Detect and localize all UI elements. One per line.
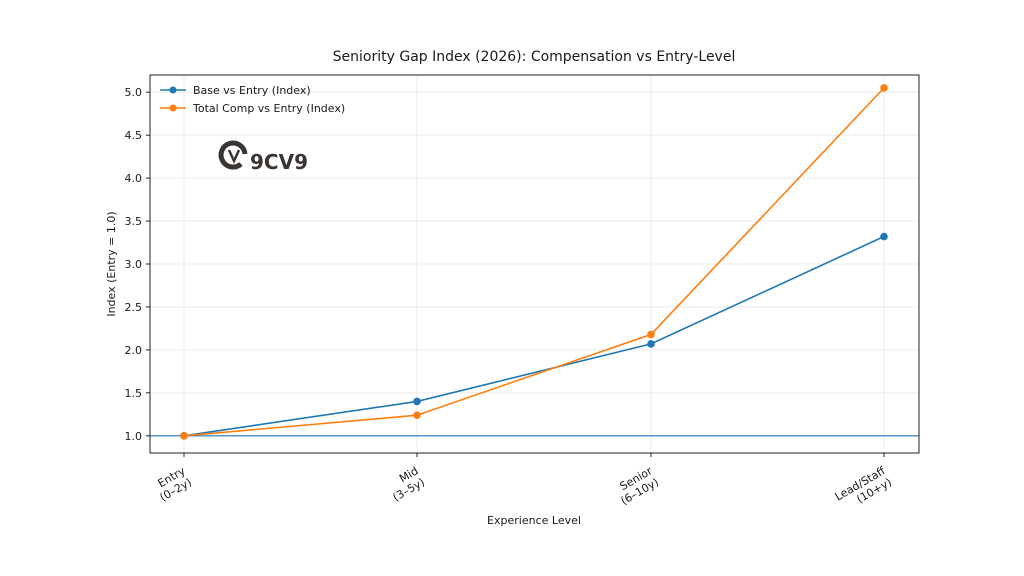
y-tick-label: 2.5 bbox=[125, 301, 143, 314]
logo-mark-icon bbox=[218, 140, 248, 170]
y-tick-label: 3.0 bbox=[125, 258, 143, 271]
x-axis: Entry(0–2y) Mid(3–5y) Senior(6–10y) Lead/St… bbox=[151, 453, 895, 515]
legend-marker-total bbox=[169, 104, 177, 112]
9cv9-logo: 9CV9 bbox=[218, 140, 308, 174]
x-tick-label: Senior(6–10y) bbox=[612, 464, 661, 508]
y-axis: 1.0 1.5 2.0 2.5 3.0 3.5 4.0 4.5 5.0 bbox=[125, 86, 150, 443]
logo-check-icon bbox=[227, 149, 241, 165]
data-point bbox=[413, 411, 421, 420]
y-tick-label: 2.0 bbox=[125, 344, 143, 357]
logo-text: 9CV9 bbox=[250, 150, 308, 174]
legend-label-base: Base vs Entry (Index) bbox=[193, 84, 311, 97]
chart-title: Seniority Gap Index (2026): Compensation… bbox=[333, 49, 736, 65]
data-point bbox=[880, 232, 888, 241]
series-layer bbox=[180, 84, 888, 440]
y-tick-label: 1.0 bbox=[125, 430, 143, 443]
legend-marker-base bbox=[169, 86, 177, 94]
y-tick-label: 4.5 bbox=[125, 129, 143, 142]
x-tick-label: Entry(0–2y) bbox=[151, 464, 194, 504]
legend: Base vs Entry (Index) Total Comp vs Entr… bbox=[160, 84, 345, 115]
y-axis-label: Index (Entry = 1.0) bbox=[105, 211, 118, 316]
grid-lines bbox=[150, 75, 919, 453]
y-tick-label: 3.5 bbox=[125, 215, 143, 228]
x-tick-label: Mid(3–5y) bbox=[384, 464, 427, 504]
data-point bbox=[647, 330, 655, 339]
data-point bbox=[413, 397, 421, 406]
y-tick-label: 5.0 bbox=[125, 86, 143, 99]
y-tick-label: 1.5 bbox=[125, 387, 143, 400]
series-line bbox=[183, 235, 885, 437]
legend-label-total: Total Comp vs Entry (Index) bbox=[192, 102, 345, 115]
x-tick-label: Lead/Staff(10+y) bbox=[833, 464, 895, 515]
series-line bbox=[183, 87, 885, 437]
data-point bbox=[880, 84, 888, 92]
y-tick-label: 4.0 bbox=[125, 172, 143, 185]
data-point bbox=[647, 340, 655, 348]
x-axis-label: Experience Level bbox=[487, 514, 581, 527]
data-point bbox=[180, 432, 188, 440]
series-1 bbox=[180, 84, 888, 440]
